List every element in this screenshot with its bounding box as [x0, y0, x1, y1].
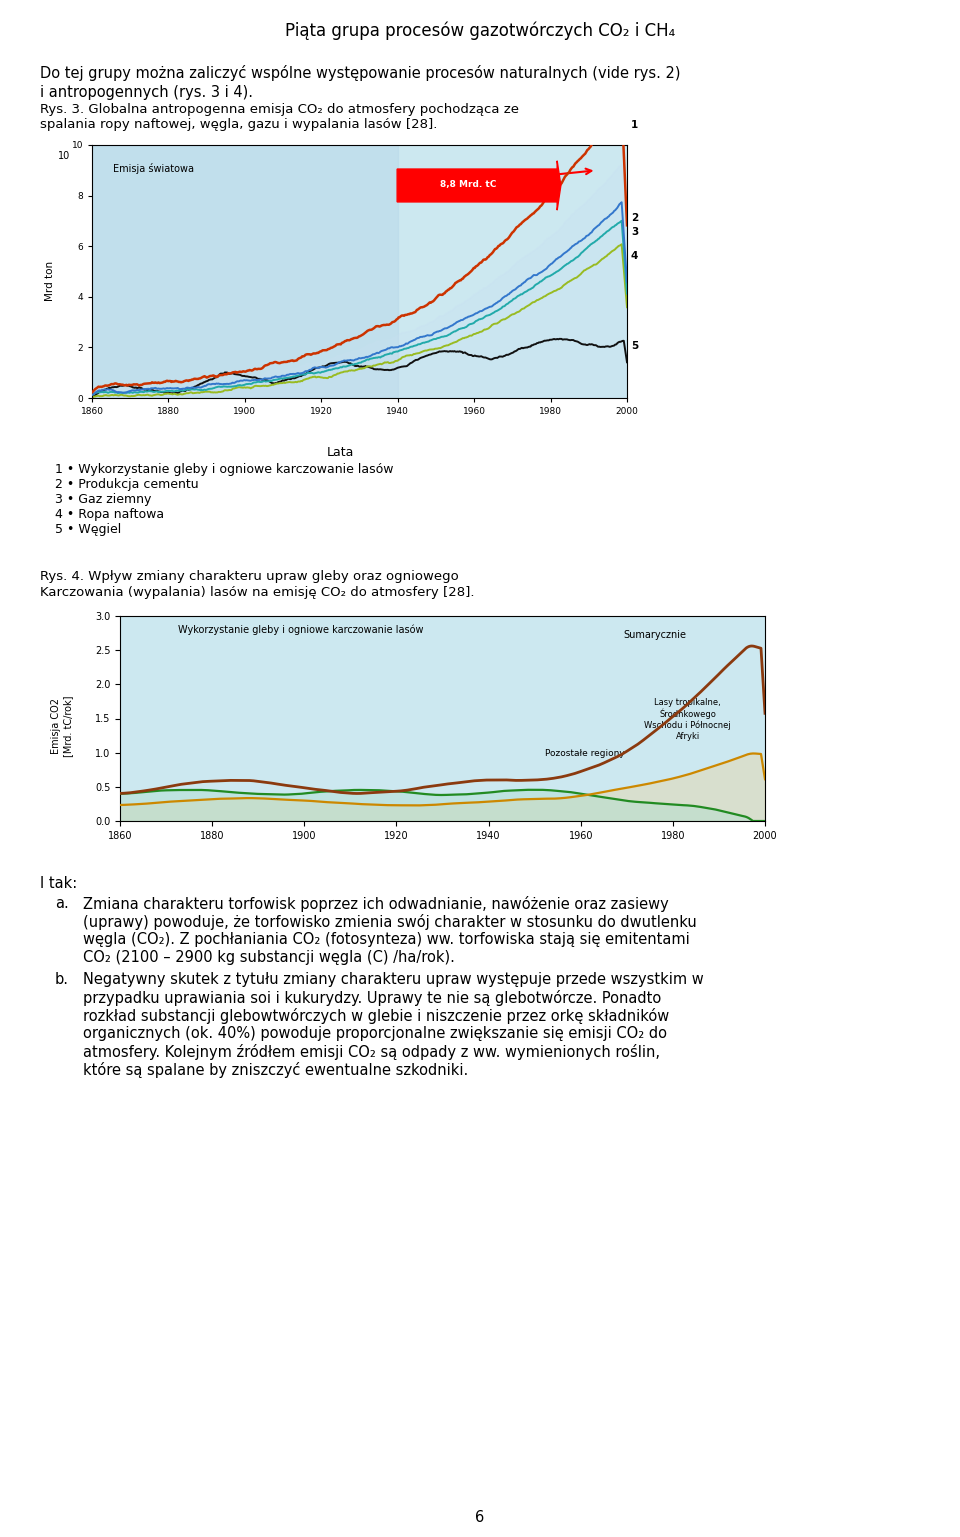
- Text: Rys. 3. Globalna antropogenna emisja CO₂ do atmosfery pochodząca ze: Rys. 3. Globalna antropogenna emisja CO₂…: [40, 103, 519, 115]
- Text: 1: 1: [631, 120, 638, 131]
- Text: Rys. 4. Wpływ zmiany charakteru upraw gleby oraz ogniowego: Rys. 4. Wpływ zmiany charakteru upraw gl…: [40, 570, 459, 583]
- Text: 1 • Wykorzystanie gleby i ogniowe karczowanie lasów: 1 • Wykorzystanie gleby i ogniowe karczo…: [55, 463, 394, 476]
- Text: Emisja światowa: Emisja światowa: [113, 163, 194, 174]
- Text: i antropogennych (rys. 3 i 4).: i antropogennych (rys. 3 i 4).: [40, 85, 253, 100]
- Text: Sumarycznie: Sumarycznie: [624, 630, 686, 641]
- Text: b.: b.: [55, 971, 69, 987]
- Text: przypadku uprawiania soi i kukurydzy. Uprawy te nie są glebotwórcze. Ponadto: przypadku uprawiania soi i kukurydzy. Up…: [83, 990, 661, 1007]
- Text: 8,8 Mrd. tC: 8,8 Mrd. tC: [440, 180, 496, 189]
- Text: (uprawy) powoduje, że torfowisko zmienia swój charakter w stosunku do dwutlenku: (uprawy) powoduje, że torfowisko zmienia…: [83, 915, 697, 930]
- Text: 6: 6: [475, 1509, 485, 1525]
- Text: Negatywny skutek z tytułu zmiany charakteru upraw występuje przede wszystkim w: Negatywny skutek z tytułu zmiany charakt…: [83, 971, 704, 987]
- Text: Lasy tropikalne,
Środnkowego
Wschodu i Północnej
Afryki: Lasy tropikalne, Środnkowego Wschodu i P…: [644, 698, 731, 741]
- Text: rozkład substancji glebowtwórczych w glebie i niszczenie przez orkę składników: rozkład substancji glebowtwórczych w gle…: [83, 1008, 669, 1024]
- Text: Wykorzystanie gleby i ogniowe karczowanie lasów: Wykorzystanie gleby i ogniowe karczowani…: [178, 624, 423, 635]
- Text: Zmiana charakteru torfowisk poprzez ich odwadnianie, nawóżenie oraz zasiewy: Zmiana charakteru torfowisk poprzez ich …: [83, 896, 669, 911]
- Text: które są spalane by zniszczyć ewentualne szkodniki.: które są spalane by zniszczyć ewentualne…: [83, 1062, 468, 1077]
- Text: 2 • Produkcja cementu: 2 • Produkcja cementu: [55, 478, 199, 490]
- Text: 10: 10: [58, 151, 70, 161]
- Text: a.: a.: [55, 896, 69, 911]
- Text: organicznych (ok. 40%) powoduje proporcjonalne zwiększanie się emisji CO₂ do: organicznych (ok. 40%) powoduje proporcj…: [83, 1027, 667, 1041]
- Text: Emisja CO2
[Mrd. tC/rok]: Emisja CO2 [Mrd. tC/rok]: [52, 695, 73, 756]
- Text: CO₂ (2100 – 2900 kg substancji węgla (C) /ha/rok).: CO₂ (2100 – 2900 kg substancji węgla (C)…: [83, 950, 455, 965]
- Text: 3: 3: [631, 227, 638, 237]
- Text: 3 • Gaz ziemny: 3 • Gaz ziemny: [55, 493, 152, 506]
- Text: 4 • Ropa naftowa: 4 • Ropa naftowa: [55, 509, 164, 521]
- Text: 5 • Węgiel: 5 • Węgiel: [55, 523, 121, 536]
- Text: 2: 2: [631, 214, 638, 223]
- Text: Pozostałe regiony: Pozostałe regiony: [544, 749, 624, 758]
- Text: atmosfery. Kolejnym źródłem emisji CO₂ są odpady z ww. wymienionych roślin,: atmosfery. Kolejnym źródłem emisji CO₂ s…: [83, 1044, 660, 1061]
- Text: Piąta grupa procesów gazotwórczych CO₂ i CH₄: Piąta grupa procesów gazotwórczych CO₂ i…: [285, 22, 675, 40]
- Text: Karczowania (wypalania) lasów na emisję CO₂ do atmosfery [28].: Karczowania (wypalania) lasów na emisję …: [40, 586, 474, 599]
- Text: Do tej grupy można zaliczyć wspólne występowanie procesów naturalnych (vide rys.: Do tej grupy można zaliczyć wspólne wyst…: [40, 65, 681, 81]
- Text: Lata: Lata: [326, 446, 353, 460]
- Text: Mrd ton: Mrd ton: [45, 260, 55, 301]
- Text: spalania ropy naftowej, węgla, gazu i wypalania lasów [28].: spalania ropy naftowej, węgla, gazu i wy…: [40, 118, 438, 131]
- Text: węgla (CO₂). Z pochłaniania CO₂ (fotosynteza) ww. torfowiska stają się emitentam: węgla (CO₂). Z pochłaniania CO₂ (fotosyn…: [83, 931, 689, 947]
- FancyBboxPatch shape: [397, 161, 561, 211]
- Text: 5: 5: [631, 341, 638, 352]
- Text: 4: 4: [631, 251, 638, 261]
- Text: I tak:: I tak:: [40, 876, 77, 891]
